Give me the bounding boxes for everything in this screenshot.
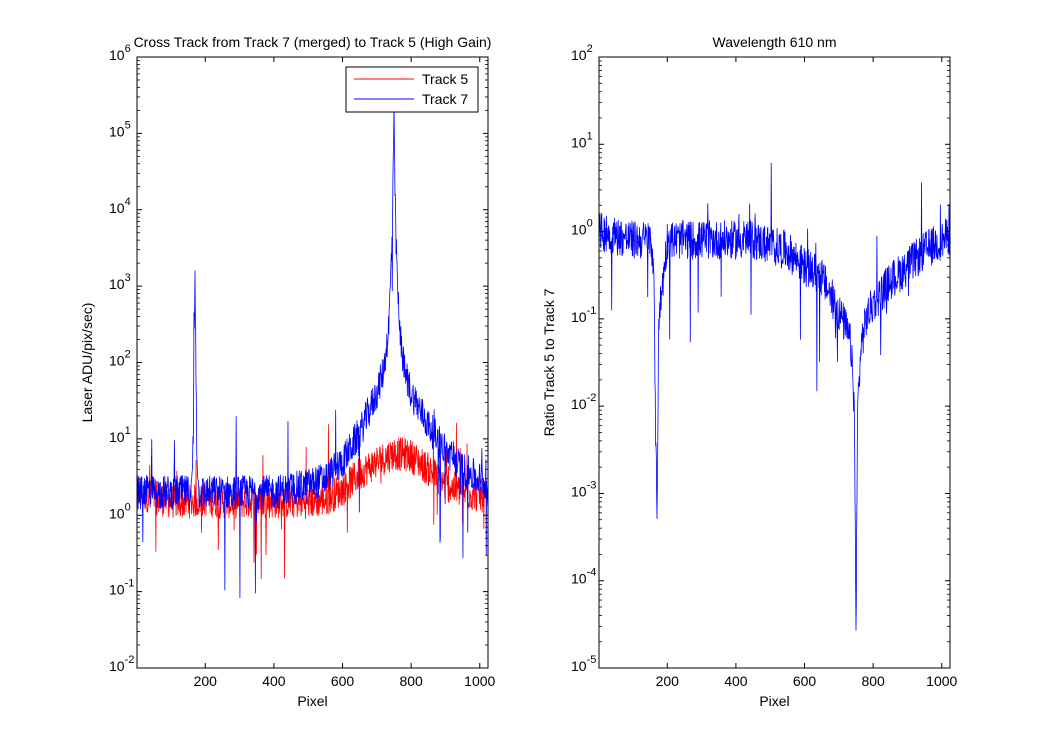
y-tick-exponent: -1 [125, 578, 135, 590]
y-tick-label: 101 [109, 425, 131, 445]
y-tick-label: 103 [109, 272, 131, 292]
x-tick-label: 200 [194, 673, 218, 689]
series-line-track-5 [136, 422, 489, 580]
x-tick-label: 1000 [926, 673, 957, 689]
y-tick-base: 10 [571, 483, 587, 499]
y-tick-base: 10 [109, 353, 125, 369]
y-tick-base: 10 [571, 396, 587, 412]
right-chart-x-axis-label: Pixel [759, 693, 789, 709]
x-tick-label: 600 [793, 673, 817, 689]
right-chart-data-lines [598, 162, 951, 631]
y-tick-exponent: 5 [125, 119, 131, 131]
y-tick-exponent: 4 [125, 196, 131, 208]
right-chart-axes-box [598, 56, 951, 669]
y-tick-exponent: -4 [587, 567, 597, 579]
y-tick-exponent: -1 [587, 305, 597, 317]
x-tick-label: 800 [861, 673, 885, 689]
y-tick-base: 10 [571, 134, 587, 150]
left-chart-y-axis-label: Laser ADU/pix/sec) [79, 303, 95, 423]
y-tick-exponent: 2 [587, 43, 593, 55]
y-tick-label: 10-1 [109, 578, 134, 598]
y-tick-exponent: 3 [125, 272, 131, 284]
y-tick-exponent: 0 [125, 501, 131, 513]
y-tick-exponent: 2 [125, 349, 131, 361]
y-tick-base: 10 [109, 123, 125, 139]
y-tick-exponent: -3 [587, 479, 597, 491]
right-chart-title: Wavelength 610 nm [713, 34, 837, 50]
y-tick-exponent: -5 [587, 654, 597, 666]
y-tick-exponent: 0 [587, 218, 593, 230]
left-chart-title: Cross Track from Track 7 (merged) to Tra… [134, 34, 492, 50]
y-tick-base: 10 [571, 47, 587, 63]
x-tick-label: 200 [656, 673, 680, 689]
y-tick-base: 10 [571, 571, 587, 587]
legend-label-track-7: Track 7 [422, 91, 468, 107]
y-tick-label: 10-2 [571, 392, 596, 412]
y-tick-base: 10 [571, 658, 587, 674]
right-chart-y-axis-label: Ratio Track 5 to Track 7 [541, 288, 557, 436]
y-tick-label: 10-2 [109, 654, 134, 674]
y-tick-base: 10 [109, 200, 125, 216]
y-tick-label: 10-1 [571, 305, 596, 325]
y-tick-base: 10 [109, 505, 125, 521]
y-tick-label: 100 [109, 501, 131, 521]
left-chart-x-axis-label: Pixel [297, 693, 327, 709]
series-line-ratio [598, 162, 951, 631]
y-tick-label: 102 [109, 349, 131, 369]
x-tick-label: 800 [399, 673, 423, 689]
legend-label-track-5: Track 5 [422, 71, 468, 87]
y-tick-exponent: 1 [125, 425, 131, 437]
legend-box [345, 66, 479, 113]
left-chart-data-lines [136, 103, 489, 599]
y-tick-base: 10 [571, 222, 587, 238]
y-tick-base: 10 [109, 276, 125, 292]
y-tick-label: 102 [571, 43, 593, 63]
y-tick-label: 101 [571, 130, 593, 150]
left-chart-x-ticks: 200 400 600 800 1000 [194, 57, 496, 689]
right-chart-x-ticks: 200 400 600 800 1000 [656, 57, 958, 689]
x-tick-label: 400 [262, 673, 286, 689]
y-tick-exponent: -2 [125, 654, 135, 666]
y-tick-label: 105 [109, 119, 131, 139]
y-tick-base: 10 [109, 429, 125, 445]
x-tick-label: 400 [724, 673, 748, 689]
x-tick-label: 1000 [464, 673, 495, 689]
y-tick-base: 10 [109, 582, 125, 598]
left-chart-legend: Track 5 Track 7 [345, 66, 479, 113]
y-tick-label: 100 [571, 218, 593, 238]
y-tick-exponent: -2 [587, 392, 597, 404]
y-tick-label: 104 [109, 196, 131, 216]
y-tick-label: 10-5 [571, 654, 596, 674]
y-tick-base: 10 [571, 309, 587, 325]
y-tick-label: 106 [109, 43, 131, 63]
y-tick-base: 10 [109, 47, 125, 63]
y-tick-base: 10 [109, 658, 125, 674]
y-tick-label: 10-3 [571, 479, 596, 499]
y-tick-label: 10-4 [571, 567, 596, 587]
y-tick-exponent: 6 [125, 43, 131, 55]
y-tick-exponent: 1 [587, 130, 593, 142]
series-line-track-7 [136, 103, 489, 599]
x-tick-label: 600 [331, 673, 355, 689]
